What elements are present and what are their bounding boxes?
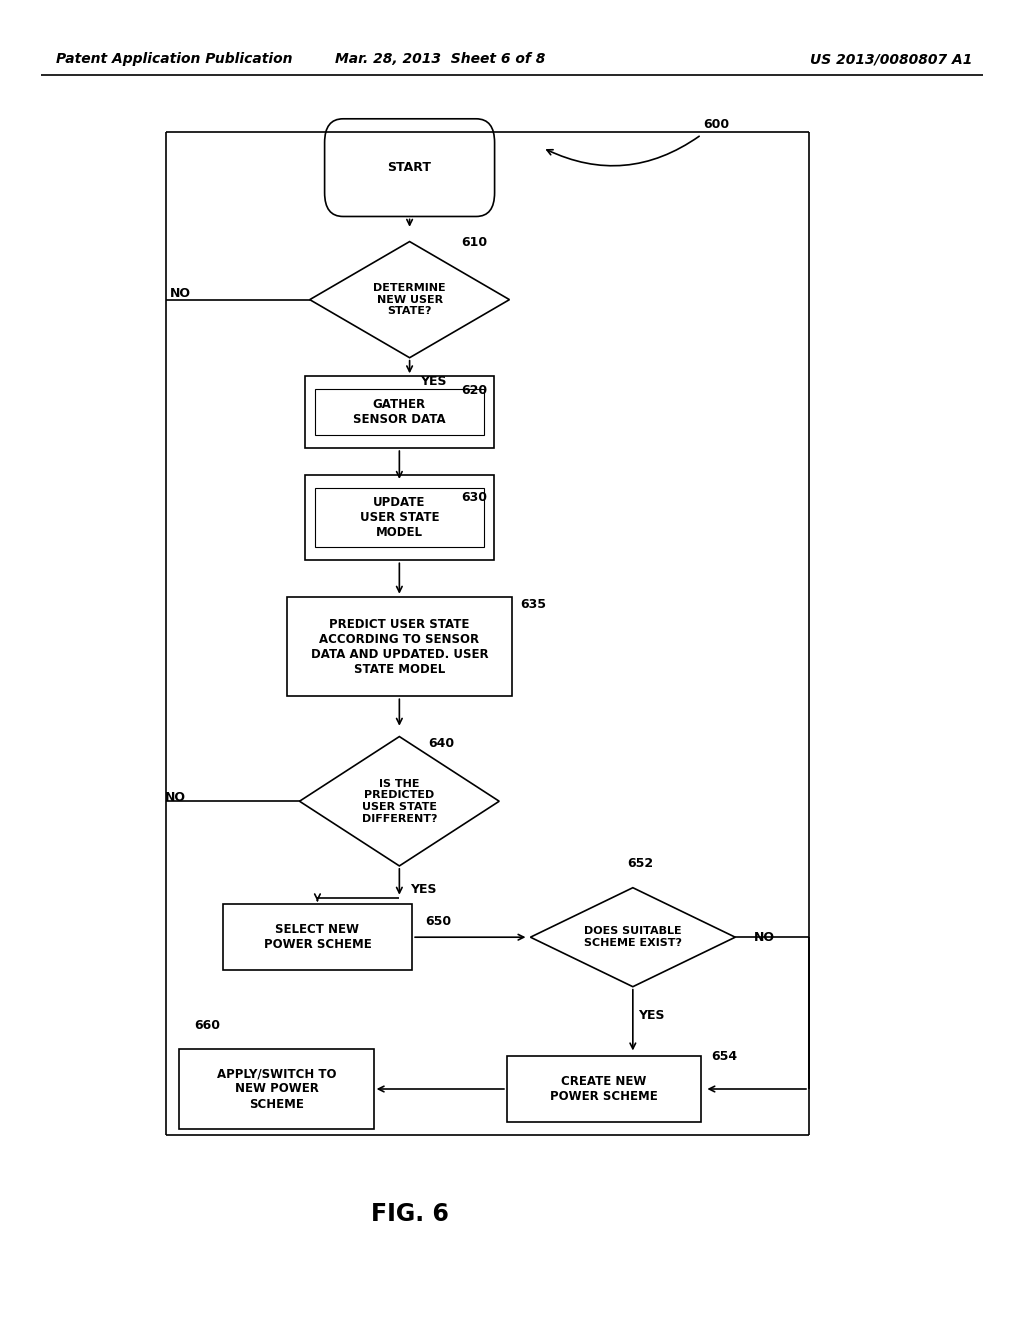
Polygon shape bbox=[530, 888, 735, 987]
Text: YES: YES bbox=[638, 1010, 665, 1022]
Bar bbox=[315, 388, 484, 436]
Polygon shape bbox=[299, 737, 500, 866]
Text: 652: 652 bbox=[628, 858, 654, 870]
Text: FIG. 6: FIG. 6 bbox=[371, 1203, 449, 1226]
Text: Mar. 28, 2013  Sheet 6 of 8: Mar. 28, 2013 Sheet 6 of 8 bbox=[335, 53, 546, 66]
Text: DOES SUITABLE
SCHEME EXIST?: DOES SUITABLE SCHEME EXIST? bbox=[584, 927, 682, 948]
Text: 635: 635 bbox=[520, 598, 546, 611]
Text: APPLY/SWITCH TO
NEW POWER
SCHEME: APPLY/SWITCH TO NEW POWER SCHEME bbox=[217, 1068, 336, 1110]
Text: SELECT NEW
POWER SCHEME: SELECT NEW POWER SCHEME bbox=[263, 923, 372, 952]
Text: CREATE NEW
POWER SCHEME: CREATE NEW POWER SCHEME bbox=[550, 1074, 658, 1104]
Text: NO: NO bbox=[169, 286, 190, 300]
Bar bbox=[223, 904, 412, 970]
Bar bbox=[305, 375, 494, 449]
Text: 630: 630 bbox=[461, 491, 486, 504]
Text: UPDATE
USER STATE
MODEL: UPDATE USER STATE MODEL bbox=[359, 496, 439, 539]
Text: 640: 640 bbox=[428, 737, 455, 750]
Bar bbox=[315, 487, 484, 546]
Polygon shape bbox=[309, 242, 510, 358]
Text: 654: 654 bbox=[712, 1049, 738, 1063]
Text: 650: 650 bbox=[425, 915, 452, 928]
Bar bbox=[305, 474, 494, 560]
Text: NO: NO bbox=[165, 791, 186, 804]
Text: NO: NO bbox=[754, 931, 775, 944]
Text: START: START bbox=[388, 161, 431, 174]
Text: DETERMINE
NEW USER
STATE?: DETERMINE NEW USER STATE? bbox=[374, 282, 445, 317]
Text: PREDICT USER STATE
ACCORDING TO SENSOR
DATA AND UPDATED. USER
STATE MODEL: PREDICT USER STATE ACCORDING TO SENSOR D… bbox=[310, 618, 488, 676]
Text: Patent Application Publication: Patent Application Publication bbox=[56, 53, 293, 66]
Text: YES: YES bbox=[420, 375, 446, 388]
Text: 660: 660 bbox=[195, 1019, 220, 1032]
Text: GATHER
SENSOR DATA: GATHER SENSOR DATA bbox=[353, 397, 445, 426]
Bar bbox=[507, 1056, 701, 1122]
Text: YES: YES bbox=[410, 883, 436, 896]
Text: US 2013/0080807 A1: US 2013/0080807 A1 bbox=[810, 53, 972, 66]
Text: IS THE
PREDICTED
USER STATE
DIFFERENT?: IS THE PREDICTED USER STATE DIFFERENT? bbox=[361, 779, 437, 824]
Text: 610: 610 bbox=[461, 236, 487, 249]
Bar bbox=[179, 1049, 374, 1129]
Text: 600: 600 bbox=[703, 117, 730, 131]
Bar bbox=[287, 597, 512, 697]
FancyBboxPatch shape bbox=[325, 119, 495, 216]
Text: 620: 620 bbox=[461, 384, 487, 397]
